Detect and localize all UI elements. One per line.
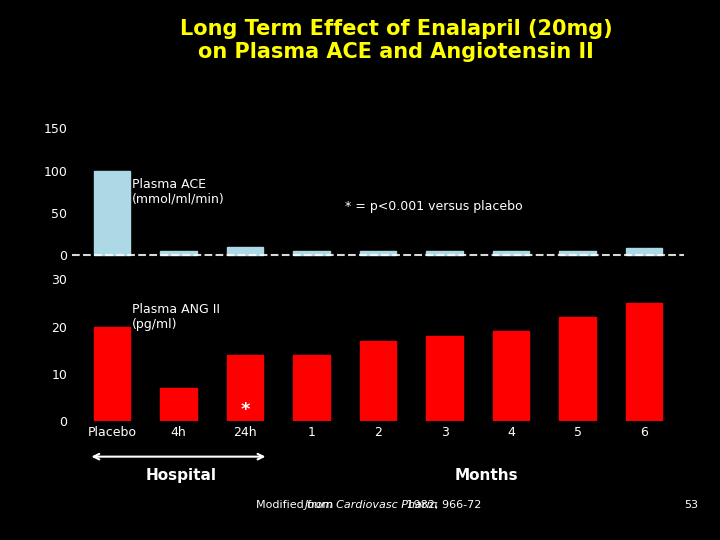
Bar xyxy=(94,327,130,421)
Text: Journ Cardiovasc Pharm: Journ Cardiovasc Pharm xyxy=(305,500,438,510)
Bar xyxy=(293,251,330,255)
Text: Long Term Effect of Enalapril (20mg)
on Plasma ACE and Angiotensin II: Long Term Effect of Enalapril (20mg) on … xyxy=(180,19,612,62)
Text: Plasma ANG II
(pg/ml): Plasma ANG II (pg/ml) xyxy=(132,303,220,331)
Text: *: * xyxy=(174,270,183,288)
Bar xyxy=(227,247,264,255)
Text: *: * xyxy=(240,401,250,419)
Bar xyxy=(426,336,463,421)
Text: Hospital: Hospital xyxy=(145,468,216,483)
Text: * = p<0.001 versus placebo: * = p<0.001 versus placebo xyxy=(345,200,523,213)
Bar xyxy=(492,251,529,255)
Bar xyxy=(559,251,596,255)
Text: *: * xyxy=(506,270,516,288)
Text: *: * xyxy=(373,270,383,288)
Text: 53: 53 xyxy=(685,500,698,510)
Text: Modified from: Modified from xyxy=(256,500,336,510)
Text: *: * xyxy=(639,270,649,288)
Bar xyxy=(360,341,396,421)
Bar xyxy=(293,355,330,421)
Text: *: * xyxy=(240,270,250,288)
Bar xyxy=(227,355,264,421)
Bar xyxy=(626,303,662,421)
Bar xyxy=(160,251,197,255)
Text: Months: Months xyxy=(455,468,518,483)
Bar xyxy=(559,317,596,421)
Bar xyxy=(160,388,197,421)
Text: *: * xyxy=(440,270,449,288)
Text: 1982; 966-72: 1982; 966-72 xyxy=(403,500,482,510)
Bar xyxy=(492,332,529,421)
Text: *: * xyxy=(573,270,582,288)
Text: Plasma ACE
(mmol/ml/min): Plasma ACE (mmol/ml/min) xyxy=(132,178,225,206)
Text: *: * xyxy=(307,270,316,288)
Bar xyxy=(626,248,662,255)
Bar xyxy=(360,251,396,255)
Bar xyxy=(426,251,463,255)
Bar xyxy=(94,171,130,255)
